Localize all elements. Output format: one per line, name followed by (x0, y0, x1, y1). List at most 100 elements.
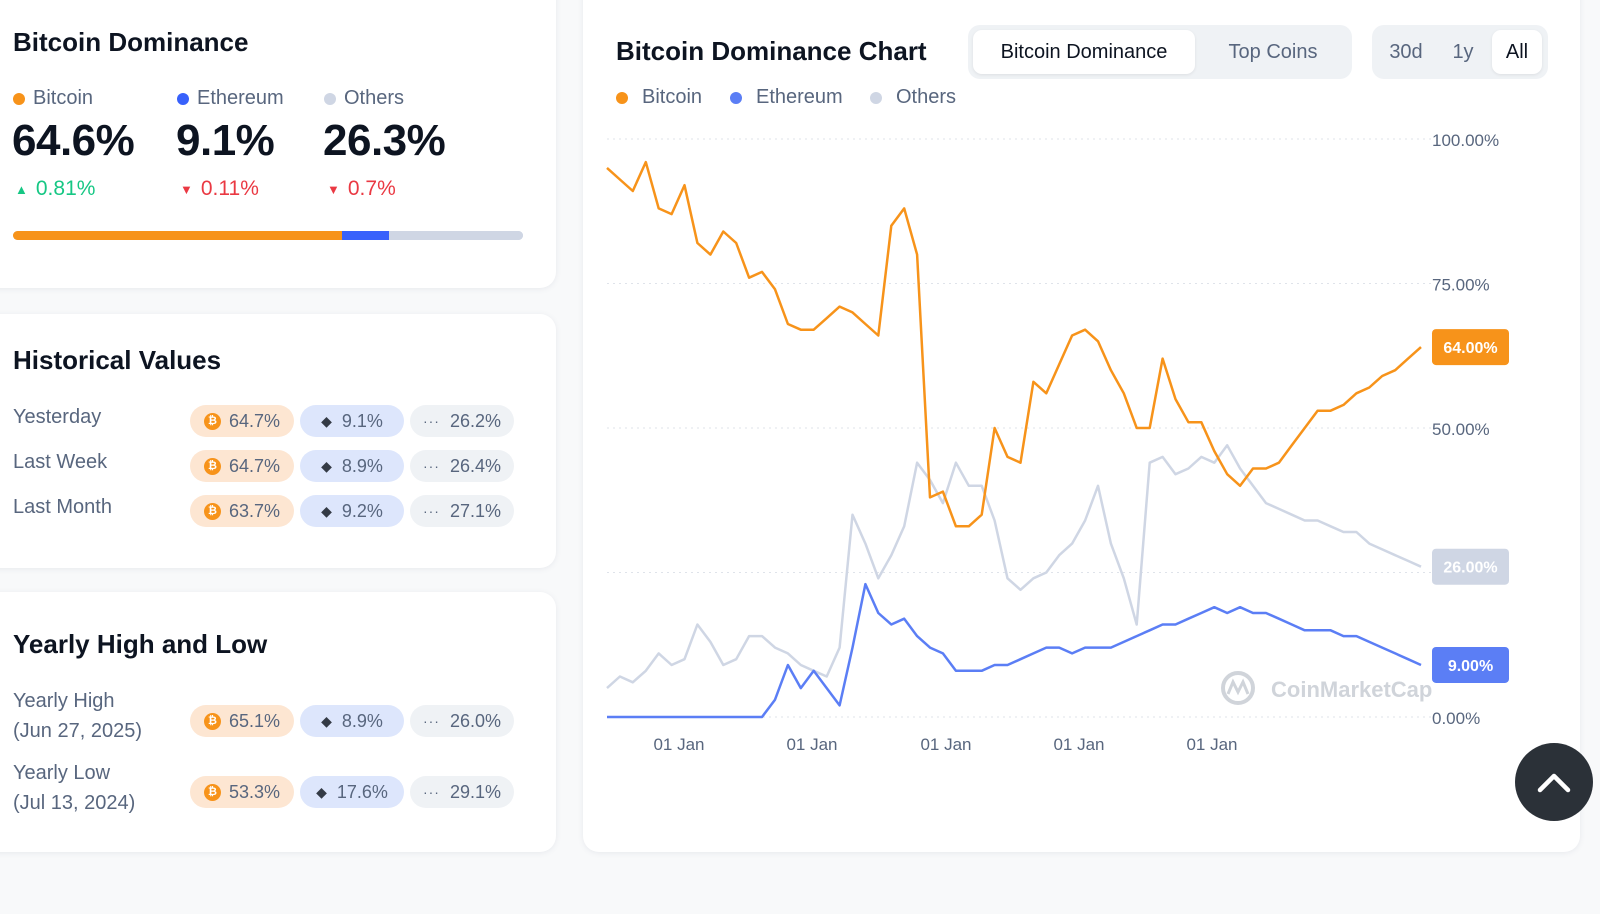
last-value-tag-ethereum: 9.00% (1432, 646, 1509, 683)
history-others-pill: ··· 26.2% (410, 405, 514, 437)
y-tick-label: 0.00% (1432, 709, 1480, 728)
dominance-card: Bitcoin Dominance Bitcoin Ethereum Other… (0, 0, 556, 288)
ethereum-icon: ◆ (321, 457, 332, 474)
bitcoin-icon: ₿ (203, 712, 221, 730)
ethereum-icon: ◆ (321, 712, 332, 729)
tab-bitcoin-dominance[interactable]: Bitcoin Dominance (973, 30, 1195, 74)
last-value-label: 64.00% (1443, 340, 1497, 357)
scroll-to-top-button[interactable] (1515, 743, 1593, 821)
ethereum-change: ▼ 0.11% (180, 177, 259, 201)
dominance-bar-ethereum (342, 231, 389, 240)
history-others-value: 26.2% (449, 410, 502, 431)
history-others-value: 26.4% (449, 455, 502, 476)
chart-legend-others[interactable]: Others (870, 86, 956, 109)
range-30d-button[interactable]: 30d (1389, 40, 1423, 63)
history-eth-pill: ◆ 8.9% (300, 450, 404, 482)
yearly-btc-pill: ₿ 65.1% (190, 705, 294, 737)
dominance-chart-card: Bitcoin Dominance Chart Bitcoin Dominanc… (583, 0, 1580, 852)
arrow-down-icon: ▼ (180, 181, 193, 197)
range-all-button[interactable]: All (1492, 30, 1542, 74)
bitcoin-icon: ₿ (203, 412, 221, 430)
ethereum-change-value: 0.11% (200, 177, 259, 200)
series-line-ethereum (607, 582, 1422, 719)
series-line-others (606, 444, 1422, 690)
last-value-tag-bitcoin: 64.00% (1432, 329, 1509, 366)
time-range-selector: 30d 1y All (1372, 25, 1548, 79)
x-tick-label: 01 Jan (653, 735, 704, 754)
arrow-up-icon: ▲ (15, 181, 28, 197)
bitcoin-dot-icon (13, 92, 25, 105)
chart-legend-bitcoin-label: Bitcoin (642, 86, 703, 108)
legend-others-label: Others (344, 87, 405, 109)
more-dots-icon: ··· (422, 713, 440, 729)
history-others-pill: ··· 26.4% (410, 450, 514, 482)
legend-bitcoin: Bitcoin (13, 87, 93, 110)
dominance-bar-others (388, 231, 523, 240)
bitcoin-icon: ₿ (203, 502, 221, 520)
history-btc-pill: ₿ 64.7% (190, 450, 294, 482)
y-tick-label: 100.00% (1432, 131, 1499, 150)
history-eth-value: 9.1% (341, 410, 383, 431)
coinmarketcap-watermark: CoinMarketCap (1221, 671, 1432, 705)
history-eth-pill: ◆ 9.1% (300, 405, 404, 437)
bitcoin-icon: ₿ (203, 457, 221, 475)
history-others-value: 27.1% (449, 500, 502, 521)
x-tick-label: 01 Jan (1053, 735, 1104, 754)
range-1y-button[interactable]: 1y (1452, 40, 1474, 63)
yearly-high-date: (Jun 27, 2025) (13, 720, 142, 742)
legend-ethereum: Ethereum (177, 87, 284, 110)
more-dots-icon: ··· (422, 784, 440, 800)
history-eth-value: 9.2% (341, 500, 383, 521)
ethereum-icon: ◆ (321, 412, 332, 429)
legend-ethereum-label: Ethereum (197, 87, 284, 109)
dominance-bar-bitcoin (13, 231, 343, 240)
yearly-high-low-card: Yearly High and Low Yearly High (Jun 27,… (0, 592, 556, 852)
bitcoin-dominance-value: 64.6% (12, 116, 135, 165)
tab-top-coins[interactable]: Top Coins (1228, 40, 1318, 63)
history-row-label: Yesterday (13, 406, 102, 428)
ethereum-dominance-value: 9.1% (176, 116, 275, 165)
others-dot-icon (324, 92, 336, 105)
more-dots-icon: ··· (422, 458, 440, 474)
chevron-up-icon (1537, 773, 1571, 793)
chart-legend-bitcoin[interactable]: Bitcoin (616, 86, 702, 109)
last-value-label: 9.00% (1448, 658, 1493, 675)
bitcoin-dot-icon (616, 91, 628, 104)
history-btc-value: 64.7% (228, 410, 281, 431)
others-change-value: 0.7% (347, 177, 396, 200)
y-tick-label: 50.00% (1432, 420, 1490, 439)
historical-values-card: Historical Values Yesterday ₿ 64.7% ◆ 9.1%… (0, 314, 556, 568)
history-btc-value: 63.7% (228, 500, 281, 521)
legend-bitcoin-label: Bitcoin (33, 87, 94, 109)
others-dot-icon (870, 91, 882, 104)
yearly-others-pill: ··· 29.1% (410, 776, 514, 808)
yearly-low-date: (Jul 13, 2024) (13, 792, 136, 814)
ethereum-dot-icon (730, 91, 742, 104)
yearly-high-label: Yearly High (Jun 27, 2025) (13, 686, 142, 746)
history-btc-pill: ₿ 63.7% (190, 495, 294, 527)
chart-legend-others-label: Others (896, 86, 957, 108)
yearly-others-pill: ··· 26.0% (410, 705, 514, 737)
x-tick-label: 01 Jan (920, 735, 971, 754)
x-tick-label: 01 Jan (786, 735, 837, 754)
yearly-title: Yearly High and Low (13, 629, 268, 659)
history-eth-pill: ◆ 9.2% (300, 495, 404, 527)
yearly-others-value: 26.0% (449, 710, 502, 731)
bitcoin-change: ▲ 0.81% (15, 177, 95, 201)
yearly-eth-pill: ◆ 8.9% (300, 705, 404, 737)
ethereum-icon: ◆ (316, 783, 327, 800)
yearly-high-label-text: Yearly High (13, 690, 115, 712)
dominance-line-chart[interactable]: CoinMarketCap 100.00%75.00%50.00%25.00%0… (583, 0, 1580, 852)
chart-legend-ethereum[interactable]: Ethereum (730, 86, 843, 109)
others-dominance-value: 26.3% (323, 116, 446, 165)
chart-legend-ethereum-label: Ethereum (756, 86, 843, 108)
y-tick-label: 75.00% (1432, 276, 1490, 295)
yearly-others-value: 29.1% (449, 781, 502, 802)
arrow-down-icon: ▼ (327, 181, 340, 197)
history-row-label: Last Month (13, 496, 112, 518)
yearly-eth-value: 8.9% (341, 710, 383, 731)
history-row-label: Last Week (13, 451, 108, 473)
last-value-tag-others: 26.00% (1432, 548, 1509, 585)
yearly-btc-value: 65.1% (228, 710, 281, 731)
history-eth-value: 8.9% (341, 455, 383, 476)
